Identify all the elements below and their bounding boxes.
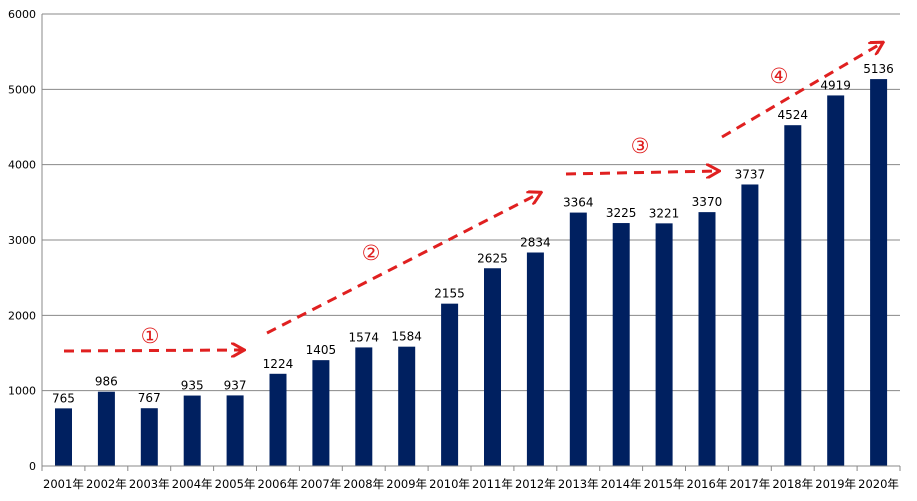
bar xyxy=(226,395,244,466)
y-tick-label: 0 xyxy=(29,460,36,473)
y-tick-label: 5000 xyxy=(8,83,36,96)
bar xyxy=(140,408,158,466)
data-label: 986 xyxy=(95,375,118,389)
bar xyxy=(355,347,373,466)
x-tick-label: 2005年 xyxy=(215,477,256,491)
bar xyxy=(741,184,759,466)
data-label: 935 xyxy=(181,379,204,393)
y-tick-label: 2000 xyxy=(8,309,36,322)
trend-arrow xyxy=(63,350,243,351)
x-tick-label: 2018年 xyxy=(772,477,813,491)
x-tick-label: 2017年 xyxy=(729,477,770,491)
data-label: 3370 xyxy=(692,195,723,209)
x-tick-label: 2015年 xyxy=(644,477,685,491)
data-label: 1584 xyxy=(391,330,422,344)
bar xyxy=(784,125,802,466)
y-tick-label: 6000 xyxy=(8,8,36,21)
data-label: 1405 xyxy=(306,343,337,357)
data-label: 3364 xyxy=(563,196,594,210)
data-label: 767 xyxy=(138,391,161,405)
bar xyxy=(698,212,716,466)
bar xyxy=(612,223,630,466)
data-label: 5136 xyxy=(863,62,894,76)
x-tick-label: 2011年 xyxy=(472,477,513,491)
phase-label: ④ xyxy=(770,64,789,88)
x-tick-label: 2001年 xyxy=(43,477,84,491)
y-tick-label: 3000 xyxy=(8,234,36,247)
bar xyxy=(827,95,845,466)
x-tick-label: 2007年 xyxy=(300,477,341,491)
data-label: 2625 xyxy=(477,251,508,265)
x-tick-label: 2009年 xyxy=(386,477,427,491)
x-tick-label: 2004年 xyxy=(172,477,213,491)
bar xyxy=(269,373,287,466)
phase-label: ② xyxy=(362,241,381,265)
bar xyxy=(655,223,673,466)
bar xyxy=(526,252,544,466)
bar xyxy=(183,395,201,466)
data-label: 4524 xyxy=(777,108,808,122)
data-label: 937 xyxy=(224,378,247,392)
x-tick-label: 2002年 xyxy=(86,477,127,491)
y-tick-label: 4000 xyxy=(8,159,36,172)
data-label: 1224 xyxy=(263,357,294,371)
bar xyxy=(569,212,587,466)
data-label: 765 xyxy=(52,391,75,405)
bar xyxy=(55,408,72,466)
data-label: 2834 xyxy=(520,236,551,250)
x-tick-label: 2006年 xyxy=(258,477,299,491)
bar xyxy=(870,79,888,466)
trend-arrow xyxy=(266,193,540,335)
x-tick-label: 2012年 xyxy=(515,477,556,491)
x-tick-label: 2016年 xyxy=(687,477,728,491)
phase-label: ③ xyxy=(631,134,650,158)
data-label: 1574 xyxy=(348,330,379,344)
data-label: 3737 xyxy=(735,167,766,181)
x-tick-label: 2003年 xyxy=(129,477,170,491)
data-label: 3225 xyxy=(606,206,637,220)
bar xyxy=(97,391,115,466)
bar xyxy=(398,346,416,466)
x-tick-label: 2020年 xyxy=(858,477,899,491)
trend-arrow xyxy=(565,171,718,174)
data-label: 4919 xyxy=(820,78,851,92)
x-tick-label: 2014年 xyxy=(601,477,642,491)
x-tick-label: 2019年 xyxy=(815,477,856,491)
x-tick-label: 2013年 xyxy=(558,477,599,491)
data-label: 3221 xyxy=(649,206,680,220)
bar xyxy=(484,268,501,466)
y-tick-label: 1000 xyxy=(8,385,36,398)
phase-label: ① xyxy=(141,324,160,348)
data-label: 2155 xyxy=(434,287,465,301)
x-tick-label: 2010年 xyxy=(429,477,470,491)
bar xyxy=(441,303,459,466)
trend-arrow xyxy=(721,43,882,139)
bar xyxy=(312,360,330,466)
x-tick-label: 2008年 xyxy=(343,477,384,491)
